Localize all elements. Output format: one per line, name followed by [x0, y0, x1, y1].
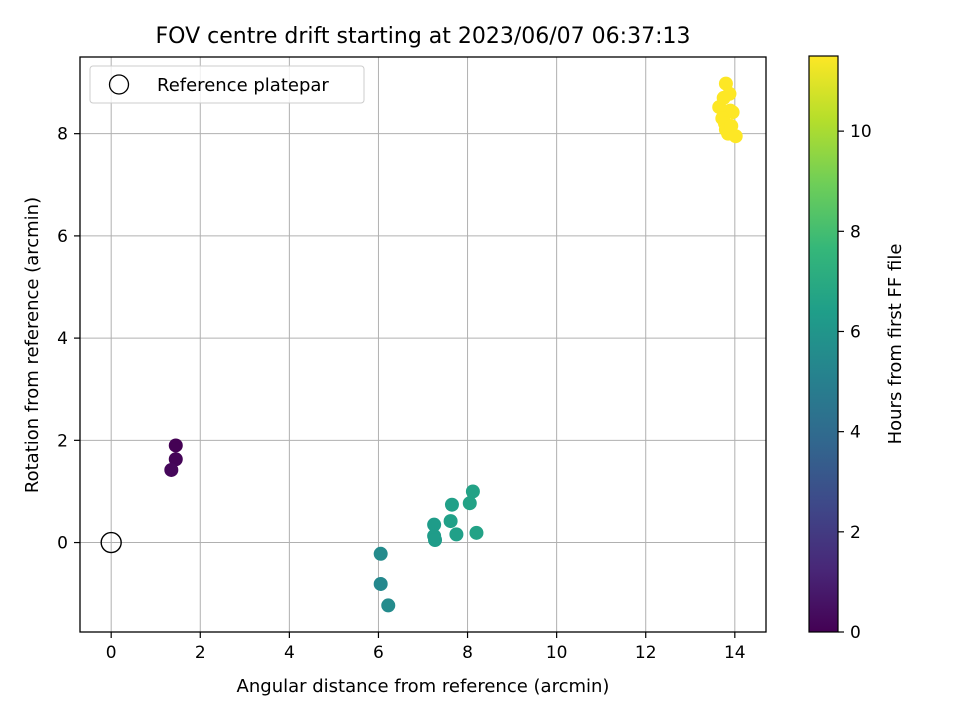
- colorbar-tick-label: 2: [850, 523, 861, 543]
- x-tick-label: 14: [724, 643, 746, 663]
- colorbar-bar: [808, 55, 839, 633]
- plot-area: 0 2 4 6 8 10 12 14 0 2 4 6 8 Reference platepar: [57, 56, 767, 663]
- y-axis-ticks: 0 2 4 6 8: [57, 125, 80, 554]
- colorbar-tick-label: 0: [850, 623, 861, 643]
- chart-title: FOV centre drift starting at 2023/06/07 …: [156, 24, 691, 49]
- x-tick-label: 12: [635, 643, 657, 663]
- x-tick-label: 8: [462, 643, 473, 663]
- x-tick-label: 10: [546, 643, 568, 663]
- x-tick-label: 4: [284, 643, 295, 663]
- y-axis-label: Rotation from reference (arcmin): [22, 197, 43, 493]
- data-point: [373, 546, 388, 561]
- data-point: [168, 452, 183, 467]
- legend-marker-reference: [108, 74, 130, 95]
- y-tick-label: 6: [57, 227, 68, 247]
- x-tick-label: 6: [373, 643, 384, 663]
- colorbar-tick-label: 4: [850, 423, 861, 443]
- colorbar-label: Hours from first FF file: [885, 244, 906, 445]
- data-point: [465, 484, 480, 499]
- data-point: [381, 598, 396, 613]
- data-point: [443, 514, 458, 529]
- x-axis-ticks: 0 2 4 6 8 10 12 14: [106, 632, 746, 663]
- data-point: [168, 438, 183, 453]
- data-point: [164, 462, 179, 477]
- grid: [80, 57, 766, 632]
- legend-label-reference: Reference platepar: [157, 75, 329, 96]
- colorbar-tick-label: 10: [850, 122, 872, 142]
- colorbar-ticks: 0 2 4 6 8 10: [838, 122, 872, 643]
- plot-background: [80, 57, 766, 632]
- x-tick-label: 2: [195, 643, 206, 663]
- x-tick-label: 0: [106, 643, 117, 663]
- scatter-points: [164, 76, 743, 613]
- y-tick-label: 2: [57, 431, 68, 451]
- reference-marker-group: [100, 531, 122, 554]
- reference-marker: [100, 531, 122, 554]
- data-point: [469, 525, 484, 540]
- data-point: [725, 105, 740, 120]
- y-tick-label: 8: [57, 125, 68, 145]
- colorbar-tick-label: 6: [850, 322, 861, 342]
- legend: Reference platepar: [89, 65, 365, 104]
- y-tick-label: 4: [57, 329, 68, 349]
- data-point: [722, 86, 737, 101]
- data-point: [462, 496, 477, 511]
- data-point: [449, 527, 464, 542]
- data-point: [427, 517, 442, 532]
- data-point: [728, 129, 743, 144]
- data-point: [444, 497, 459, 512]
- plot-frame: [79, 56, 767, 633]
- x-axis-label: Angular distance from reference (arcmin): [237, 676, 610, 697]
- colorbar-tick-label: 8: [850, 222, 861, 242]
- colorbar: 0 2 4 6 8 10 Hours from first FF file: [808, 55, 906, 643]
- data-point: [373, 576, 388, 591]
- y-tick-label: 0: [57, 534, 68, 554]
- data-point: [428, 533, 443, 547]
- legend-box: [89, 65, 365, 104]
